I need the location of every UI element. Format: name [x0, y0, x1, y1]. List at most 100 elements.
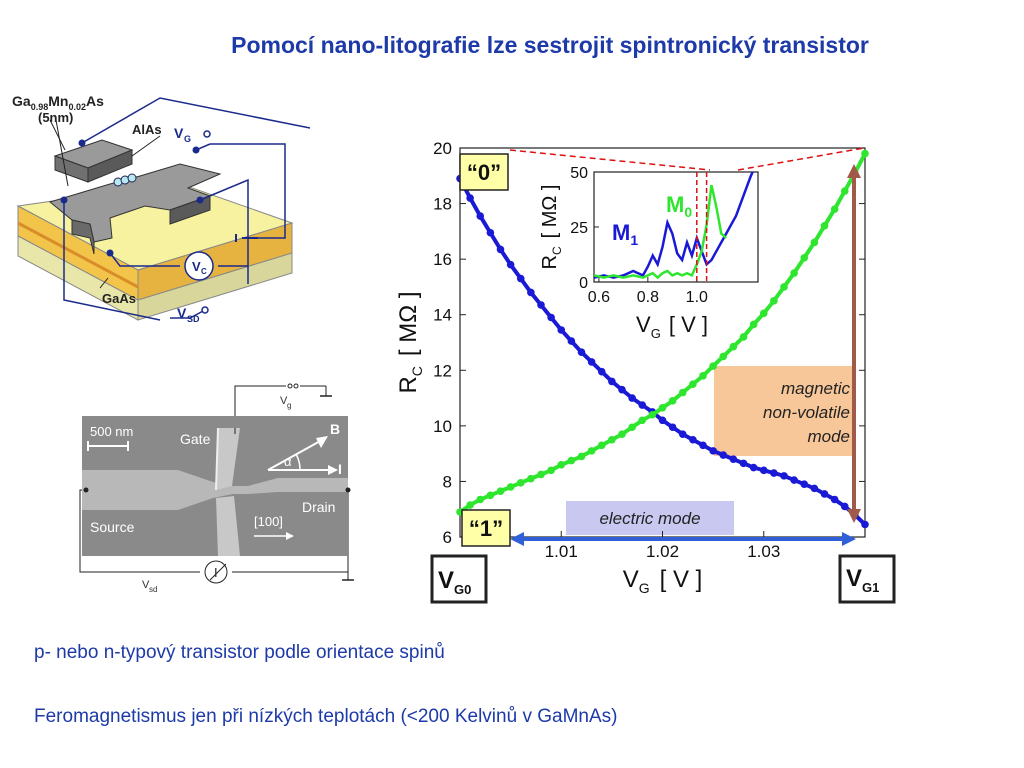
blue-data-point	[810, 484, 819, 493]
green-data-point	[739, 333, 748, 341]
blue-data-point	[608, 377, 616, 386]
material-ga: Ga	[12, 93, 31, 109]
green-data-point	[618, 430, 626, 438]
y-tick-label: 18	[433, 195, 452, 214]
source-label: Source	[90, 519, 135, 535]
blue-data-point	[800, 480, 809, 489]
magnetic-mode-box	[714, 366, 854, 456]
inset-m1-annotation: M1	[612, 220, 638, 248]
green-data-point	[678, 388, 687, 397]
blue-data-point	[729, 455, 738, 464]
inset-x-tick-label: 1.0	[686, 289, 708, 306]
blue-data-point	[537, 301, 545, 309]
y-tick-label: 10	[433, 417, 452, 436]
blue-data-point	[699, 441, 707, 450]
blue-data-point	[739, 459, 748, 468]
vg-sub: G	[184, 134, 191, 144]
green-data-point	[709, 362, 717, 370]
vsd-label: V	[177, 305, 187, 321]
green-data-point	[557, 460, 566, 469]
inset-m0-line	[594, 184, 728, 280]
state-0-label: “0”	[467, 160, 501, 185]
green-data-point	[658, 403, 667, 412]
zoom-dashed-line	[509, 149, 711, 171]
green-data-point	[577, 452, 586, 461]
green-data-point	[820, 222, 829, 230]
green-data-point	[608, 435, 616, 444]
inset-m1-line	[594, 172, 754, 279]
blue-data-point	[749, 463, 758, 472]
green-data-point	[527, 474, 535, 483]
green-data-point	[486, 491, 495, 500]
blue-data-point	[830, 495, 839, 504]
magnetic-mode-label: non-volatile	[763, 403, 850, 422]
inset-m0-sub: 0	[684, 204, 692, 220]
blue-data-point	[476, 212, 485, 220]
inset-m0-annotation: M0	[666, 192, 692, 220]
scale-bar-label: 500 nm	[90, 424, 133, 439]
blue-data-point	[496, 245, 505, 254]
b-field-label: B	[330, 421, 340, 437]
green-data-point	[587, 447, 596, 455]
blue-data-point	[840, 502, 849, 511]
sem-micrograph-figure: I 500 nm Gate Source Drain B I α [100] V…	[79, 383, 354, 594]
state-1-box	[461, 509, 511, 547]
sem-vg-sub: g	[287, 401, 291, 410]
vg1-sub: G1	[862, 580, 879, 595]
green-data-point	[638, 416, 647, 425]
blue-data-point	[628, 394, 636, 402]
green-data-point	[830, 205, 839, 213]
green-data-point	[537, 470, 545, 479]
green-data-point	[496, 487, 505, 495]
y-tick-label: 6	[443, 528, 452, 547]
direction-label: [100]	[254, 514, 283, 529]
alas-label: AlAs	[132, 122, 162, 137]
inset-x-tick-label: 0.6	[588, 289, 610, 306]
green-data-point	[770, 297, 778, 305]
x-tick-label: 1.03	[747, 542, 780, 561]
y-axis-label-main: R	[395, 376, 422, 393]
green-data-point	[547, 466, 555, 475]
magnetic-mode-label: mode	[807, 427, 850, 446]
bullet-spin-orientation: p- nebo n-typový transistor podle orient…	[34, 642, 445, 663]
blue-data-point	[516, 274, 525, 283]
blue-data-point	[547, 313, 555, 322]
alpha-label: α	[284, 454, 292, 469]
blue-data-point	[557, 326, 566, 334]
svg-text:Ga0.98Mn0.02As: Ga0.98Mn0.02As	[12, 93, 104, 112]
vg1-label: VG1	[846, 565, 879, 595]
inset-x-axis-label-sub: G	[651, 326, 661, 341]
material-mn: Mn	[48, 93, 68, 109]
inset-y-axis-label: RC [ MΩ ]	[539, 185, 564, 270]
vg-label: V	[174, 125, 184, 141]
inset-y-axis-label-main: R	[539, 255, 561, 269]
green-data-point	[840, 187, 849, 195]
green-data-point	[668, 397, 677, 405]
sem-vsd-label: V	[142, 579, 150, 591]
green-data-point	[597, 441, 606, 450]
magnetic-arrow-head-top	[847, 164, 861, 178]
green-data-point	[790, 269, 798, 277]
green-data-point	[800, 253, 809, 262]
inset-y-axis-label-units: [ MΩ ]	[539, 185, 561, 239]
gate-label: Gate	[180, 431, 211, 447]
inset-x-tick-label: 0.8	[637, 289, 659, 306]
blue-data-point	[577, 348, 586, 357]
gaas-label: GaAs	[102, 291, 136, 306]
drain-label: Drain	[302, 499, 335, 515]
current-label: I	[338, 461, 342, 477]
green-data-point	[689, 380, 697, 388]
inset-y-tick-label: 50	[570, 165, 588, 182]
thickness-label: (5nm)	[38, 110, 73, 125]
state-1-label: “1”	[469, 516, 503, 541]
green-data-point	[516, 479, 525, 487]
sem-vg-label: V	[280, 395, 288, 407]
device-schematic: V C Ga0.98Mn0.02As (5nm) AlAs V G GaAs V…	[12, 93, 310, 324]
blue-data-point	[780, 472, 788, 480]
blue-data-point	[689, 435, 697, 444]
main-chart: magnetic non-volatile mode electric mode 6 8 1…	[395, 139, 896, 604]
blue-data-point	[861, 520, 869, 529]
material-sub2: 0.02	[68, 102, 86, 112]
state-0-box	[459, 153, 509, 191]
blue-data-point	[770, 469, 778, 477]
